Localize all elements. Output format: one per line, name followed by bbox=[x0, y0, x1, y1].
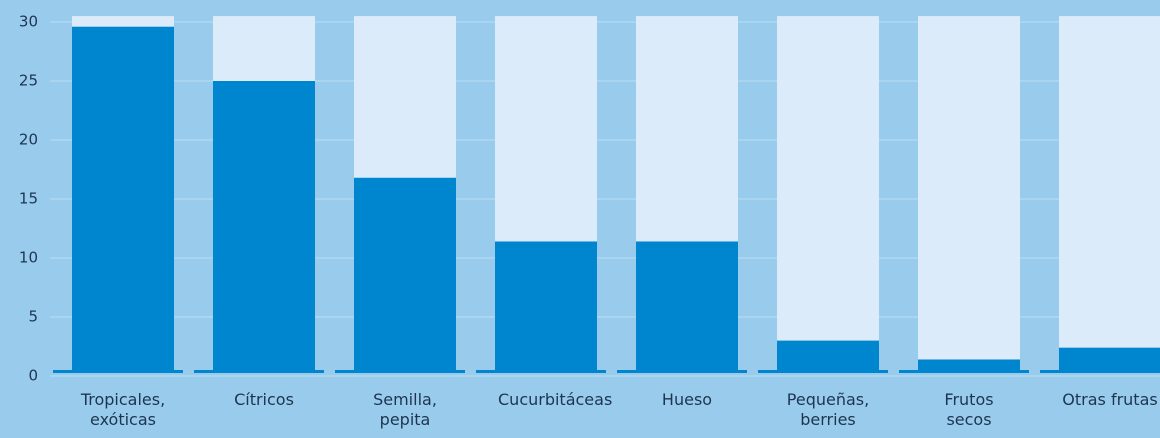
y-tick-label: 0 bbox=[28, 367, 38, 385]
baseline bbox=[335, 370, 465, 373]
baseline bbox=[899, 370, 1029, 373]
bar-track bbox=[918, 16, 1020, 371]
y-tick-label: 10 bbox=[19, 249, 38, 267]
baseline bbox=[1040, 370, 1160, 373]
baseline bbox=[617, 370, 747, 373]
x-tick-label: Otras frutas bbox=[1062, 390, 1158, 409]
bar bbox=[495, 241, 597, 371]
y-tick-label: 25 bbox=[19, 72, 38, 90]
bar bbox=[636, 241, 738, 371]
x-tick-label: Pequeñas, berries bbox=[786, 390, 870, 429]
y-tick-label: 30 bbox=[19, 13, 38, 31]
y-tick-label: 5 bbox=[28, 308, 38, 326]
baseline bbox=[758, 370, 888, 373]
x-tick-label: Cítricos bbox=[234, 390, 294, 409]
x-tick-label: Tropicales, exóticas bbox=[80, 390, 166, 429]
y-tick-label: 20 bbox=[19, 131, 38, 149]
x-tick-label: Hueso bbox=[661, 390, 713, 409]
bar bbox=[72, 26, 174, 371]
bar bbox=[777, 340, 879, 371]
bar bbox=[213, 81, 315, 371]
y-tick-label: 15 bbox=[19, 190, 38, 208]
x-tick-label: Semilla, pepita bbox=[373, 390, 437, 429]
bar bbox=[354, 177, 456, 371]
bar-track bbox=[777, 16, 879, 371]
bar-track bbox=[1059, 16, 1160, 371]
baseline bbox=[194, 370, 324, 373]
baseline bbox=[53, 370, 183, 373]
baseline bbox=[476, 370, 606, 373]
x-tick-label: Cucurbitáceas bbox=[498, 390, 613, 409]
bar bbox=[918, 359, 1020, 371]
x-tick-label: Frutos secos bbox=[944, 390, 994, 429]
bar bbox=[1059, 347, 1160, 371]
